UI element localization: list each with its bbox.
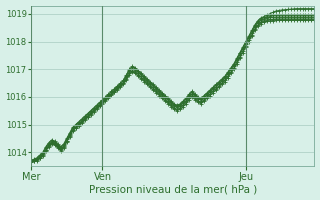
X-axis label: Pression niveau de la mer( hPa ): Pression niveau de la mer( hPa ) [89, 184, 257, 194]
